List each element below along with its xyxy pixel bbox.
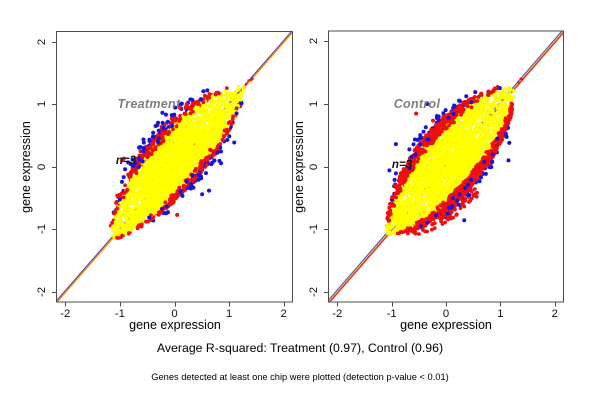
x-tick-label: -1: [114, 307, 125, 320]
y-tick-label: -2: [36, 286, 48, 297]
y-tick-label: -2: [308, 286, 320, 297]
x-tick-label: 2: [551, 307, 558, 320]
y-tick-label: 1: [36, 101, 48, 108]
y-tick-label: 2: [308, 37, 320, 45]
panel-title-treatment: Treatment: [117, 97, 181, 111]
x-tick-label: 0: [442, 307, 450, 320]
x-tick-label: -2: [60, 307, 71, 320]
panel-title-control: Control: [393, 97, 441, 111]
y-axis-label-treatment: gene expression: [19, 121, 33, 213]
x-axis-label-control: gene expression: [400, 318, 492, 332]
y-tick-label: 1: [308, 100, 320, 107]
x-tick-label: 2: [280, 307, 287, 320]
annotation-n-control: n=3: [391, 159, 413, 171]
y-tick-label: -1: [308, 224, 320, 235]
y-tick-label: 0: [308, 163, 320, 170]
y-axis-label-control: gene expression: [292, 121, 306, 213]
x-tick-label: -1: [386, 307, 397, 320]
y-tick-label: 0: [36, 163, 48, 170]
x-tick-label: 1: [225, 307, 233, 320]
caption-r-squared: Average R-squared: Treatment (0.97), Con…: [156, 341, 444, 355]
x-tick-label: -2: [332, 307, 343, 320]
y-tick-label: -1: [36, 224, 48, 235]
x-axis-label-treatment: gene expression: [129, 318, 221, 332]
annotation-n-treatment: n=3: [115, 155, 137, 167]
y-tick-label: 2: [36, 38, 48, 45]
x-tick-label: 1: [497, 307, 504, 320]
caption-detection-note: Genes detected at least one chip were pl…: [151, 372, 449, 382]
x-tick-label: 0: [171, 307, 178, 320]
